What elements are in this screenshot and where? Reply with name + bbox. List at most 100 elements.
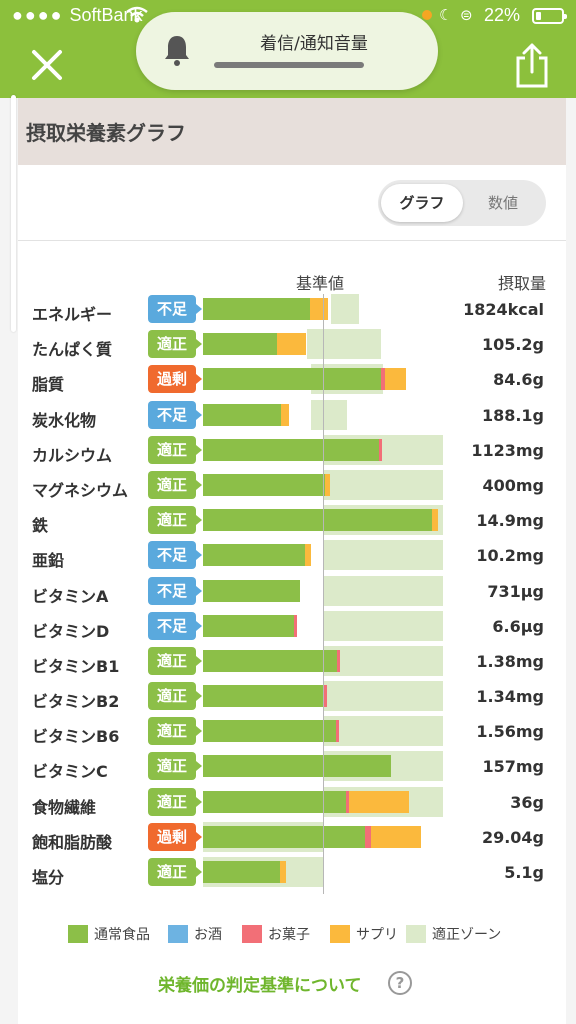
food-bar-segment	[203, 509, 433, 532]
supplement-bar-segment	[305, 544, 311, 567]
nutrient-name: 脂質	[32, 375, 65, 395]
share-icon[interactable]	[512, 42, 552, 88]
intake-value: 157mg	[482, 757, 544, 777]
appropriate-zone	[307, 329, 381, 360]
appropriate-zone	[323, 540, 443, 571]
nutrient-name: 塩分	[32, 868, 65, 887]
nutrient-name: ビタミンD	[32, 621, 110, 641]
legend-label: お菓子	[268, 927, 310, 943]
sweets-bar-segment	[379, 438, 382, 461]
intake-bar	[203, 469, 443, 500]
nutrient-name: 鉄	[32, 516, 49, 536]
nutrient-name: ビタミンC	[32, 762, 108, 782]
status-badge: 不足	[148, 541, 202, 570]
status-badge: 適正	[148, 752, 202, 781]
food-bar-segment	[203, 825, 365, 848]
status-badge: 適正	[148, 646, 202, 675]
nutrient-row: マグネシウム 適正 400mg	[18, 469, 566, 509]
nutrient-row: たんぱく質 適正 105.2g	[18, 329, 566, 368]
judgement-criteria-link[interactable]: 栄養価の判定基準について	[158, 976, 362, 996]
status-badge: 適正	[148, 717, 202, 746]
supplement-bar-segment	[277, 333, 307, 356]
appropriate-zone	[323, 681, 443, 712]
nutrient-name: マグネシウム	[32, 480, 129, 500]
supplement-bar-segment	[279, 861, 286, 883]
supplement-bar-segment	[309, 298, 328, 320]
nutrient-name: たんぱく質	[32, 340, 113, 360]
nutrient-name: カルシウム	[32, 445, 113, 465]
food-bar-segment	[203, 368, 381, 391]
carrier-name: SoftBank	[69, 5, 143, 25]
mic-in-use-dot	[422, 10, 432, 20]
legend-item: サプリ	[330, 924, 398, 944]
legend-swatch	[168, 925, 188, 943]
status-badge: 不足	[148, 400, 202, 429]
intake-value: 731µg	[487, 581, 544, 601]
legend-item: お酒	[168, 924, 222, 944]
food-bar-segment	[203, 755, 392, 778]
status-badge: 適正	[148, 435, 202, 464]
intake-bar	[203, 399, 443, 430]
help-icon[interactable]: ?	[388, 971, 412, 995]
battery-icon	[532, 8, 567, 24]
card-header: 摂取栄養素グラフ	[18, 98, 566, 165]
intake-value: 36g	[510, 792, 544, 812]
intake-value: 5.1g	[504, 863, 544, 882]
sweets-bar-segment	[323, 685, 327, 708]
bell-icon	[165, 36, 189, 66]
tab-numbers[interactable]: 数値	[487, 194, 518, 212]
nutrient-row: 食物繊維 適正 36g	[18, 786, 566, 826]
nutrient-row: ビタミンB6 適正 1.56mg	[18, 716, 566, 755]
sweets-bar-segment	[337, 649, 340, 672]
legend-swatch	[242, 925, 262, 943]
tab-graph[interactable]: グラフ	[381, 184, 463, 222]
appropriate-zone	[331, 294, 359, 324]
supplement-bar-segment	[385, 368, 406, 391]
sweets-bar-segment	[294, 614, 297, 637]
nutrient-name: 炭水化物	[32, 410, 97, 430]
scroll-indicator[interactable]	[11, 95, 16, 332]
appropriate-zone	[311, 399, 347, 430]
food-bar-segment	[203, 649, 338, 672]
intake-value: 1824kcal	[463, 300, 544, 319]
intake-value: 188.1g	[481, 405, 544, 425]
nutrient-list: エネルギー 不足 1824kcal たんぱく質 適正 105.2g 脂質 過剰 84.6g 炭水化…	[18, 294, 566, 896]
nutrient-row: ビタミンB2 適正 1.34mg	[18, 681, 566, 720]
appropriate-zone	[323, 645, 443, 676]
status-badge: 適正	[148, 330, 202, 359]
nutrient-name: ビタミンB6	[32, 727, 120, 747]
nutrient-row: ビタミンD 不足 6.6µg	[18, 610, 566, 650]
intake-value: 29.04g	[481, 827, 544, 847]
sweets-bar-segment	[365, 825, 371, 848]
volume-hud: 着信/通知音量	[136, 12, 438, 90]
nutrient-row: ビタミンA 不足 731µg	[18, 575, 566, 615]
moon-icon: ☾	[439, 6, 453, 24]
status-badge: 適正	[148, 858, 202, 886]
divider	[18, 240, 566, 241]
legend-label: お酒	[194, 927, 222, 943]
intake-bar	[203, 294, 443, 324]
food-bar-segment	[203, 438, 380, 461]
rotation-lock-icon: ⊜	[460, 6, 473, 24]
legend-item: 通常食品	[68, 924, 150, 944]
close-icon[interactable]	[30, 48, 64, 82]
volume-hud-label: 着信/通知音量	[260, 34, 368, 54]
legend-label: 適正ゾーン	[432, 927, 502, 943]
nutrient-row: 脂質 過剰 84.6g	[18, 364, 566, 403]
appropriate-zone	[323, 575, 443, 606]
intake-value: 1.56mg	[476, 722, 544, 742]
intake-bar	[203, 716, 443, 747]
intake-value: 6.6µg	[492, 616, 544, 636]
status-badge: 過剰	[148, 365, 202, 394]
sweets-bar-segment	[336, 720, 339, 743]
nutrient-row: カルシウム 適正 1123mg	[18, 434, 566, 474]
status-badge: 不足	[148, 611, 202, 640]
battery-percent: 22%	[484, 5, 521, 25]
status-badge: 適正	[148, 787, 202, 816]
food-bar-segment	[203, 333, 278, 356]
volume-level-track	[214, 62, 364, 68]
intake-bar	[203, 857, 443, 887]
nutrient-name: ビタミンA	[32, 586, 109, 606]
intake-bar	[203, 821, 443, 852]
food-bar-segment	[203, 473, 326, 496]
